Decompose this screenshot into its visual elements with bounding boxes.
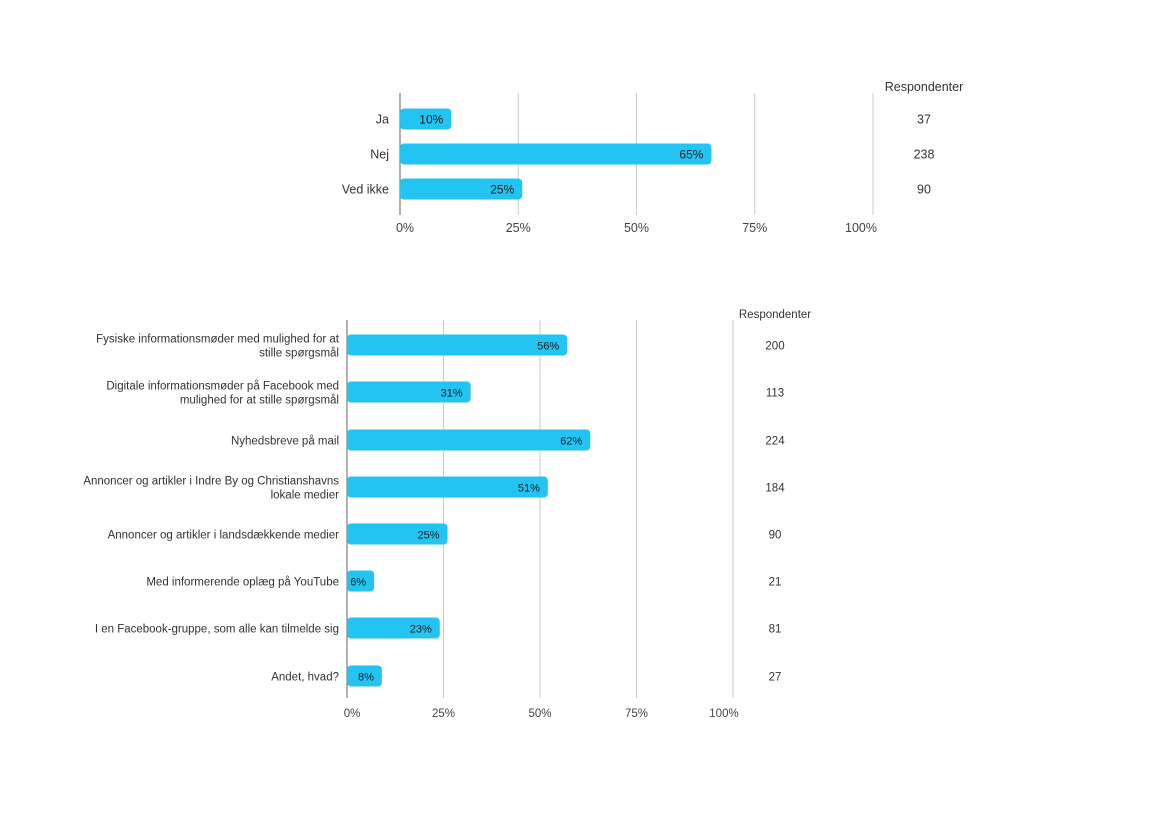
- chart1-category-label: Nej: [370, 148, 389, 162]
- chart2-tick-label: 25%: [432, 708, 455, 720]
- chart2-bar-value-label: 31%: [441, 388, 463, 400]
- chart2-respondents-count: 184: [765, 483, 785, 495]
- chart1-category-label: Ved ikke: [342, 183, 389, 197]
- chart1-tick-label: 100%: [845, 221, 877, 235]
- chart2-category-label: I en Facebook-gruppe, som alle kan tilme…: [95, 624, 339, 636]
- chart2-bar-value-label: 62%: [560, 436, 582, 448]
- chart2-bar: [347, 381, 471, 403]
- chart2-category-label: Annoncer og artikler i landsdækkende med…: [108, 530, 340, 542]
- chart2-respondents-count: 81: [769, 624, 782, 636]
- chart2-category-label: mulighed for at stille spørgsmål: [180, 395, 339, 407]
- chart2-bar: [347, 334, 568, 356]
- chart1-bar-value-label: 25%: [490, 183, 514, 197]
- chart1-tick-label: 75%: [742, 221, 767, 235]
- chart2-respondents-count: 27: [769, 672, 782, 684]
- chart1-bar: [400, 178, 523, 200]
- chart1-category-label: Ja: [376, 113, 389, 127]
- chart2-category-label: lokale medier: [271, 490, 340, 502]
- chart2-category-label: Med informerende oplæg på YouTube: [146, 577, 339, 589]
- chart2-category-label: stille spørgsmål: [259, 348, 339, 360]
- chart2-tick-label: 0%: [344, 708, 361, 720]
- chart2-bar-value-label: 6%: [350, 577, 366, 589]
- chart2-bar: [347, 617, 440, 639]
- chart2-respondents-count: 200: [765, 341, 784, 353]
- chart2-category-label: Nyhedsbreve på mail: [231, 436, 339, 448]
- chart1-bar: [400, 143, 712, 165]
- chart1-bar: [400, 108, 452, 130]
- chart2-bar-value-label: 56%: [537, 341, 559, 353]
- chart1-tick-label: 25%: [506, 221, 531, 235]
- chart2-category-label: Digitale informationsmøder på Facebook m…: [106, 381, 339, 393]
- chart2-tick-label: 75%: [625, 708, 648, 720]
- chart2-respondents-count: 224: [765, 436, 785, 448]
- chart2-respondents-count: 90: [769, 530, 782, 542]
- chart2-bar-value-label: 8%: [358, 672, 374, 684]
- chart2-bar-value-label: 23%: [410, 624, 432, 636]
- chart2-bar: [347, 570, 375, 592]
- chart2-bar: [347, 523, 448, 545]
- chart1-respondents-count: 90: [917, 183, 931, 197]
- chart1-bar-value-label: 10%: [419, 113, 443, 127]
- chart1-respondents-count: 238: [914, 148, 935, 162]
- chart2-category-label: Fysiske informationsmøder med mulighed f…: [96, 334, 340, 346]
- chart1-respondents-count: 37: [917, 113, 931, 127]
- chart2-respondents-count: 113: [766, 388, 784, 400]
- chart1-tick-label: 0%: [396, 221, 414, 235]
- chart2-bar-value-label: 25%: [417, 530, 439, 542]
- chart2-tick-label: 100%: [709, 708, 738, 720]
- chart2-bar: [347, 476, 548, 498]
- chart1-tick-label: 50%: [624, 221, 649, 235]
- chart2-category-label: Andet, hvad?: [271, 672, 339, 684]
- chart1-bar-value-label: 65%: [679, 148, 703, 162]
- chart2-tick-label: 50%: [528, 708, 551, 720]
- chart2-bar: [347, 429, 591, 451]
- chart2-bar-value-label: 51%: [518, 483, 540, 495]
- chart2-respondents-header: Respondenter: [739, 309, 811, 321]
- chart2-bar: [347, 665, 382, 687]
- chart2-respondents-count: 21: [769, 577, 782, 589]
- chart1-respondents-header: Respondenter: [885, 80, 964, 94]
- chart2-category-label: Annoncer og artikler i Indre By og Chris…: [83, 476, 339, 488]
